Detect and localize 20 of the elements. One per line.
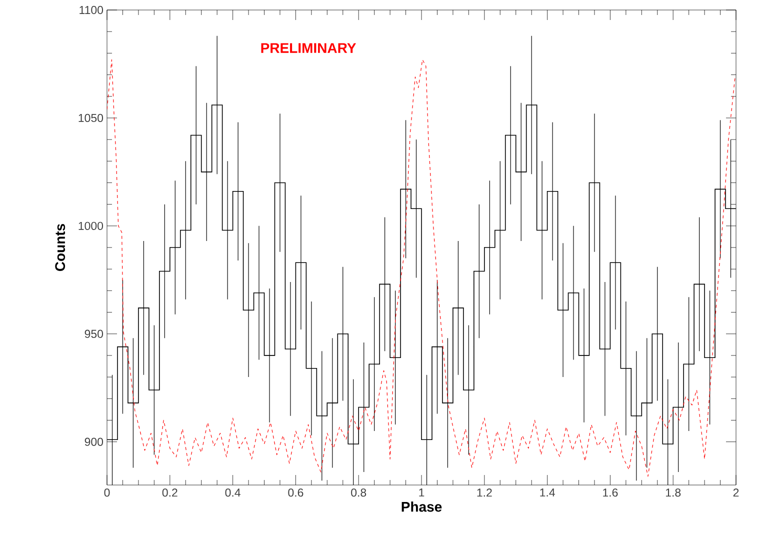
y-axis-title: Counts	[55, 224, 66, 272]
x-tick-label: 0	[104, 488, 110, 497]
x-tick-label: 1.2	[477, 488, 492, 497]
line-series	[107, 59, 736, 477]
x-tick-label: 1	[419, 488, 424, 496]
x-axis-title: Phase	[402, 502, 442, 512]
x-tick-label: 2	[733, 488, 739, 497]
x-tick-label: 1.8	[666, 488, 681, 497]
y-tick-label: 900	[84, 438, 104, 446]
x-tick-label: 1.6	[603, 488, 618, 497]
y-tick-label: 1100	[80, 6, 104, 14]
y-tick-label: 1050	[78, 114, 104, 122]
x-tick-label: 0.8	[351, 488, 366, 497]
y-tick-label: 950	[84, 330, 104, 338]
x-tick-label: 0.2	[162, 488, 178, 497]
x-tick-label: 1.4	[540, 488, 555, 496]
x-tick-label: 0.4	[225, 488, 240, 497]
annotation: PRELIMINARY	[261, 43, 356, 53]
y-tick-label: 1000	[78, 222, 104, 230]
x-tick-label: 0.6	[288, 488, 304, 497]
